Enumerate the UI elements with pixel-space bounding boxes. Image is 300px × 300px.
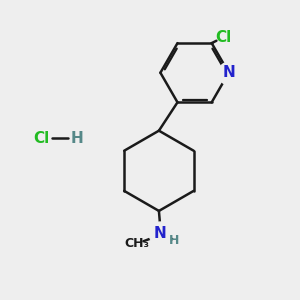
Text: H: H xyxy=(169,234,179,247)
Text: CH₃: CH₃ xyxy=(124,237,149,250)
Text: Cl: Cl xyxy=(33,130,50,146)
Text: Cl: Cl xyxy=(215,30,231,45)
Text: H: H xyxy=(71,130,84,146)
Text: N: N xyxy=(154,226,167,241)
Text: N: N xyxy=(222,65,235,80)
